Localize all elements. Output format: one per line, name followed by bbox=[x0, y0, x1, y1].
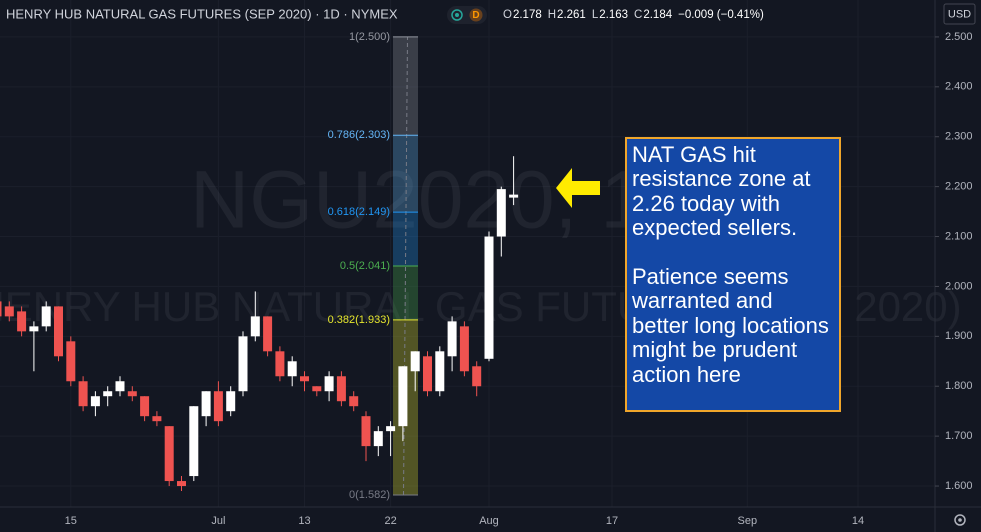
candle-body bbox=[472, 366, 482, 387]
status-icon bbox=[455, 13, 459, 17]
candle-body bbox=[423, 356, 432, 392]
x-tick-label: 17 bbox=[606, 515, 618, 527]
arrow bbox=[556, 168, 600, 208]
settings-icon bbox=[958, 518, 962, 522]
candle-body bbox=[496, 189, 506, 237]
fib-trend-line bbox=[403, 36, 408, 496]
fib-label: 0.382(1.933) bbox=[328, 314, 390, 326]
candle-body bbox=[103, 391, 113, 397]
candle-body bbox=[201, 391, 211, 417]
y-tick-label: 1.900 bbox=[945, 330, 973, 342]
candle-body bbox=[189, 406, 199, 477]
ohlc-value: 2.178 bbox=[513, 9, 542, 21]
candle-body bbox=[336, 376, 346, 402]
candle-body bbox=[152, 416, 162, 422]
x-tick-label: Sep bbox=[738, 515, 758, 527]
ohlc-key: L bbox=[592, 9, 599, 21]
fib-label: 0.786(2.303) bbox=[328, 129, 390, 141]
candle-body bbox=[435, 351, 445, 392]
fib-zone bbox=[393, 36, 418, 136]
candle-body bbox=[115, 381, 125, 392]
fibonacci: 1(2.500) 0.786(2.303) 0.618(2.149) 0.5(2.04… bbox=[328, 31, 418, 501]
candle-body bbox=[177, 481, 186, 487]
fib-label: 0.5(2.041) bbox=[340, 260, 390, 272]
candle-body bbox=[238, 336, 248, 392]
annotation-text: Patience seems warranted and better long… bbox=[632, 264, 829, 387]
y-tick-label: 2.400 bbox=[945, 81, 973, 93]
y-tick-label: 2.000 bbox=[945, 280, 973, 292]
x-tick-label: 13 bbox=[298, 515, 310, 527]
status-icon bbox=[451, 9, 463, 21]
y-tick-label: 2.200 bbox=[945, 181, 973, 193]
ohlc-value: 2.184 bbox=[643, 9, 672, 21]
candle-body bbox=[90, 396, 100, 407]
candle-body bbox=[484, 236, 494, 359]
candle-body bbox=[4, 306, 14, 317]
y-tick-label: 2.100 bbox=[945, 230, 973, 242]
candle-body bbox=[312, 386, 322, 392]
x-tick-label: Aug bbox=[479, 515, 499, 527]
candle-body bbox=[349, 396, 359, 407]
badge: D bbox=[472, 10, 479, 21]
symbol-title: HENRY HUB NATURAL GAS FUTURES (SEP 2020)… bbox=[6, 6, 398, 21]
y-tick-label: 1.600 bbox=[945, 480, 973, 492]
candle-body bbox=[164, 426, 174, 482]
ohlc-key: O bbox=[503, 9, 512, 21]
candle-body bbox=[17, 311, 27, 332]
y-tick-label: 2.500 bbox=[945, 31, 973, 43]
badge-bg bbox=[469, 8, 483, 22]
settings-icon[interactable] bbox=[954, 514, 966, 526]
annotation-box: NAT GAS hit resistance zone at 2.26 toda… bbox=[625, 137, 841, 412]
x-tick-label: Jul bbox=[211, 515, 225, 527]
fib-label: 0.618(2.149) bbox=[328, 206, 390, 218]
candle-body bbox=[410, 351, 420, 372]
change: −0.009 (−0.41%) bbox=[678, 9, 764, 21]
ohlc-key: H bbox=[548, 9, 556, 21]
candle-body bbox=[459, 326, 469, 372]
x-tick-label: 22 bbox=[384, 515, 396, 527]
fib-label: 1(2.500) bbox=[349, 31, 390, 43]
ohlc-legend: O 2.178 H 2.261 L 2.163 C 2.184 −0.009 (−0.41%) bbox=[503, 9, 764, 21]
candle-body bbox=[300, 376, 309, 382]
y-tick-label: 2.300 bbox=[945, 131, 973, 143]
ohlc-key: C bbox=[634, 9, 642, 21]
candles bbox=[0, 156, 519, 492]
candle-body bbox=[41, 306, 51, 327]
candle-body bbox=[324, 376, 334, 392]
candle-body bbox=[447, 321, 457, 357]
candle-body bbox=[275, 351, 285, 377]
x-tick-label: 15 bbox=[65, 515, 77, 527]
currency: USD bbox=[948, 8, 971, 20]
candle-body bbox=[140, 396, 150, 417]
candle-body bbox=[29, 326, 39, 332]
axes: 2.500 2.400 2.300 2.200 2.100 2.000 1.900 1.800… bbox=[65, 31, 973, 527]
y-tick-label: 1.800 bbox=[945, 380, 973, 392]
currency-box[interactable] bbox=[943, 3, 976, 25]
annotation-text: NAT GAS hit resistance zone at 2.26 toda… bbox=[632, 142, 811, 241]
candle-body bbox=[373, 431, 383, 447]
fib-label: 0(1.582) bbox=[349, 489, 390, 501]
candle-body bbox=[398, 366, 408, 427]
fib-zone bbox=[393, 135, 418, 213]
candle-body bbox=[54, 306, 63, 357]
candle-body bbox=[250, 316, 260, 337]
y-tick-label: 1.700 bbox=[945, 430, 973, 442]
candle-body bbox=[386, 426, 396, 432]
ohlc-value: 2.261 bbox=[557, 9, 586, 21]
candle-body bbox=[0, 301, 2, 317]
candle-body bbox=[127, 391, 137, 397]
candle-body bbox=[509, 194, 519, 198]
candle-body bbox=[226, 391, 236, 412]
candle-body bbox=[213, 391, 223, 422]
candle-body bbox=[287, 361, 297, 377]
candle-body bbox=[78, 381, 88, 407]
ohlc-value: 2.163 bbox=[599, 9, 628, 21]
x-tick-label: 14 bbox=[852, 515, 864, 527]
candle-body bbox=[263, 316, 273, 352]
candle-body bbox=[66, 341, 76, 382]
watermark: NGU2020, 1D bbox=[190, 155, 705, 246]
candle-body bbox=[361, 416, 371, 447]
